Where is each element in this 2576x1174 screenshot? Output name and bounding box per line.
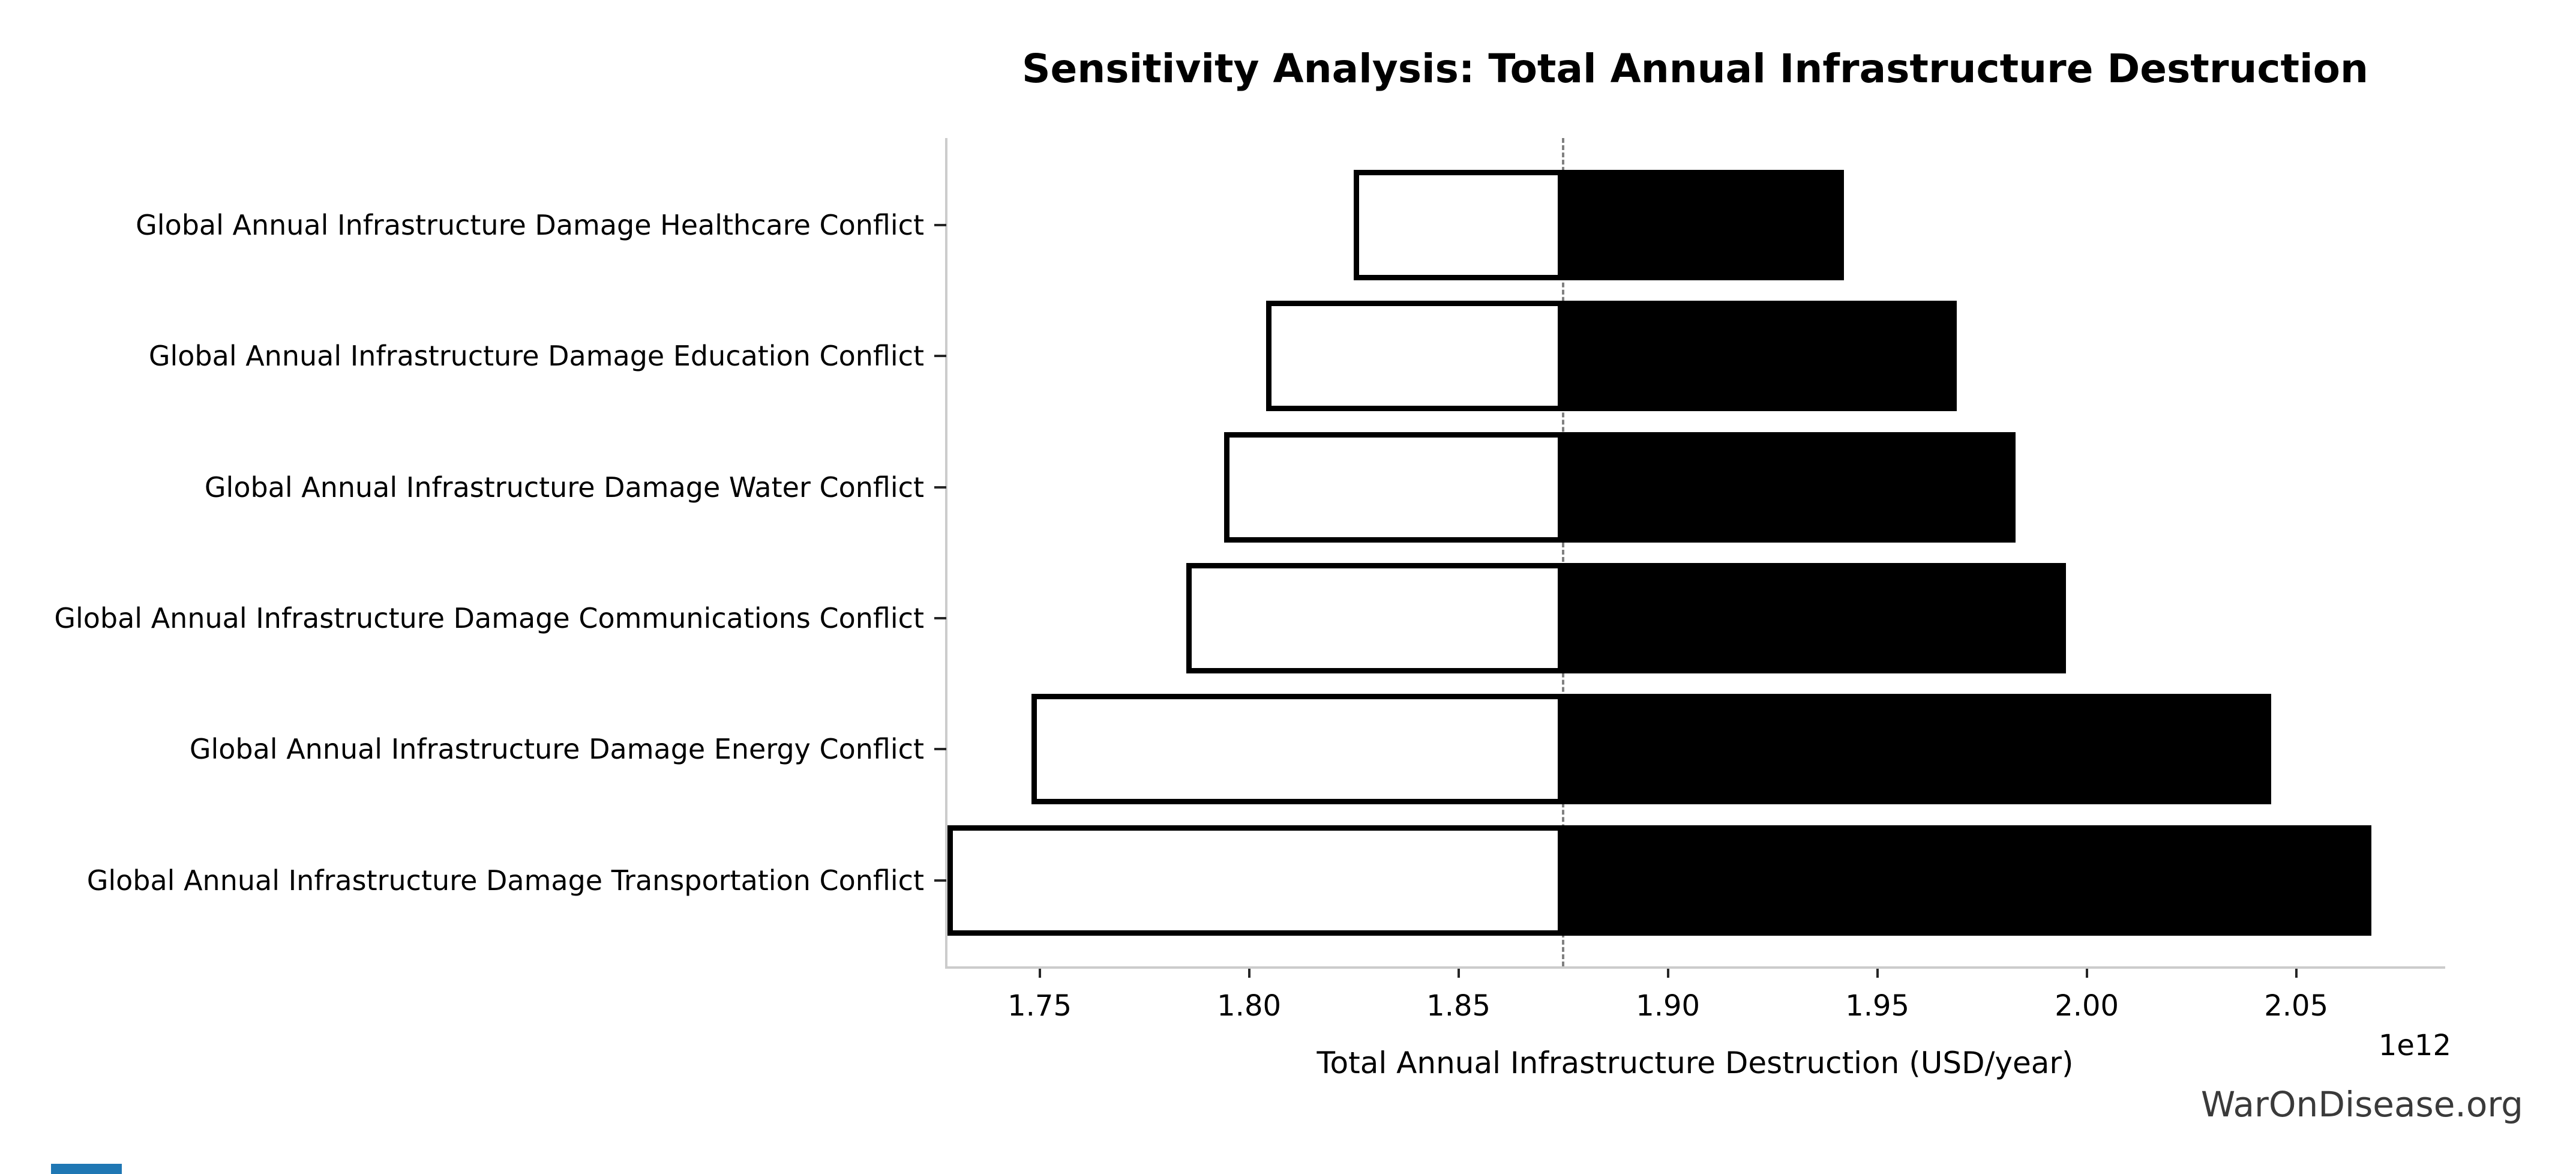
plot-area — [947, 138, 2443, 966]
y-tick-label: Global Annual Infrastructure Damage Wate… — [204, 471, 924, 504]
tornado-bar-low — [1354, 170, 1564, 280]
x-tick-label: 2.05 — [2264, 989, 2329, 1023]
y-tick-label: Global Annual Infrastructure Damage Ener… — [189, 733, 924, 766]
y-tick-label: Global Annual Infrastructure Damage Tran… — [86, 864, 924, 897]
tornado-bar-low — [1265, 301, 1564, 412]
baseline-dashed-line — [1562, 138, 1565, 966]
y-tick-mark — [934, 486, 946, 489]
y-tick-label: Global Annual Infrastructure Damage Educ… — [148, 340, 924, 373]
x-axis-offset-label: 1e12 — [2378, 1029, 2451, 1062]
x-tick-label: 1.90 — [1636, 989, 1701, 1023]
y-tick-label: Global Annual Infrastructure Damage Heal… — [136, 209, 924, 241]
x-tick-label: 1.75 — [1007, 989, 1072, 1023]
tornado-bar-high — [1563, 562, 2066, 673]
x-tick-mark — [1038, 969, 1041, 978]
tornado-bar-high — [1563, 825, 2372, 936]
y-tick-label: Global Annual Infrastructure Damage Comm… — [54, 601, 924, 634]
y-tick-mark — [934, 616, 946, 619]
tornado-bar-high — [1563, 432, 2016, 543]
watermark-text: WarOnDisease.org — [2200, 1084, 2523, 1125]
y-tick-mark — [934, 879, 946, 882]
y-tick-mark — [934, 224, 946, 226]
x-axis-spine — [945, 966, 2445, 969]
x-tick-label: 1.80 — [1217, 989, 1282, 1023]
x-tick-label: 1.85 — [1426, 989, 1491, 1023]
x-tick-mark — [1666, 969, 1669, 978]
x-tick-mark — [1876, 969, 1879, 978]
tornado-bar-low — [1186, 562, 1564, 673]
y-tick-mark — [934, 748, 946, 751]
x-tick-mark — [2085, 969, 2088, 978]
x-tick-mark — [1247, 969, 1250, 978]
x-tick-label: 1.95 — [1845, 989, 1910, 1023]
tornado-bar-high — [1563, 170, 1844, 280]
x-axis-title: Total Annual Infrastructure Destruction … — [1317, 1046, 2074, 1080]
x-tick-label: 2.00 — [2055, 989, 2119, 1023]
y-axis-spine — [945, 138, 947, 969]
tornado-bar-low — [1031, 694, 1564, 805]
y-tick-mark — [934, 355, 946, 358]
chart-title: Sensitivity Analysis: Total Annual Infra… — [1021, 46, 2369, 92]
tornado-bar-high — [1563, 694, 2271, 805]
tornado-bar-low — [1223, 432, 1564, 543]
x-tick-mark — [1457, 969, 1460, 978]
tornado-bar-low — [947, 825, 1564, 936]
corner-blue-mark — [51, 1164, 122, 1174]
tornado-bar-high — [1563, 301, 1957, 412]
x-tick-mark — [2295, 969, 2298, 978]
